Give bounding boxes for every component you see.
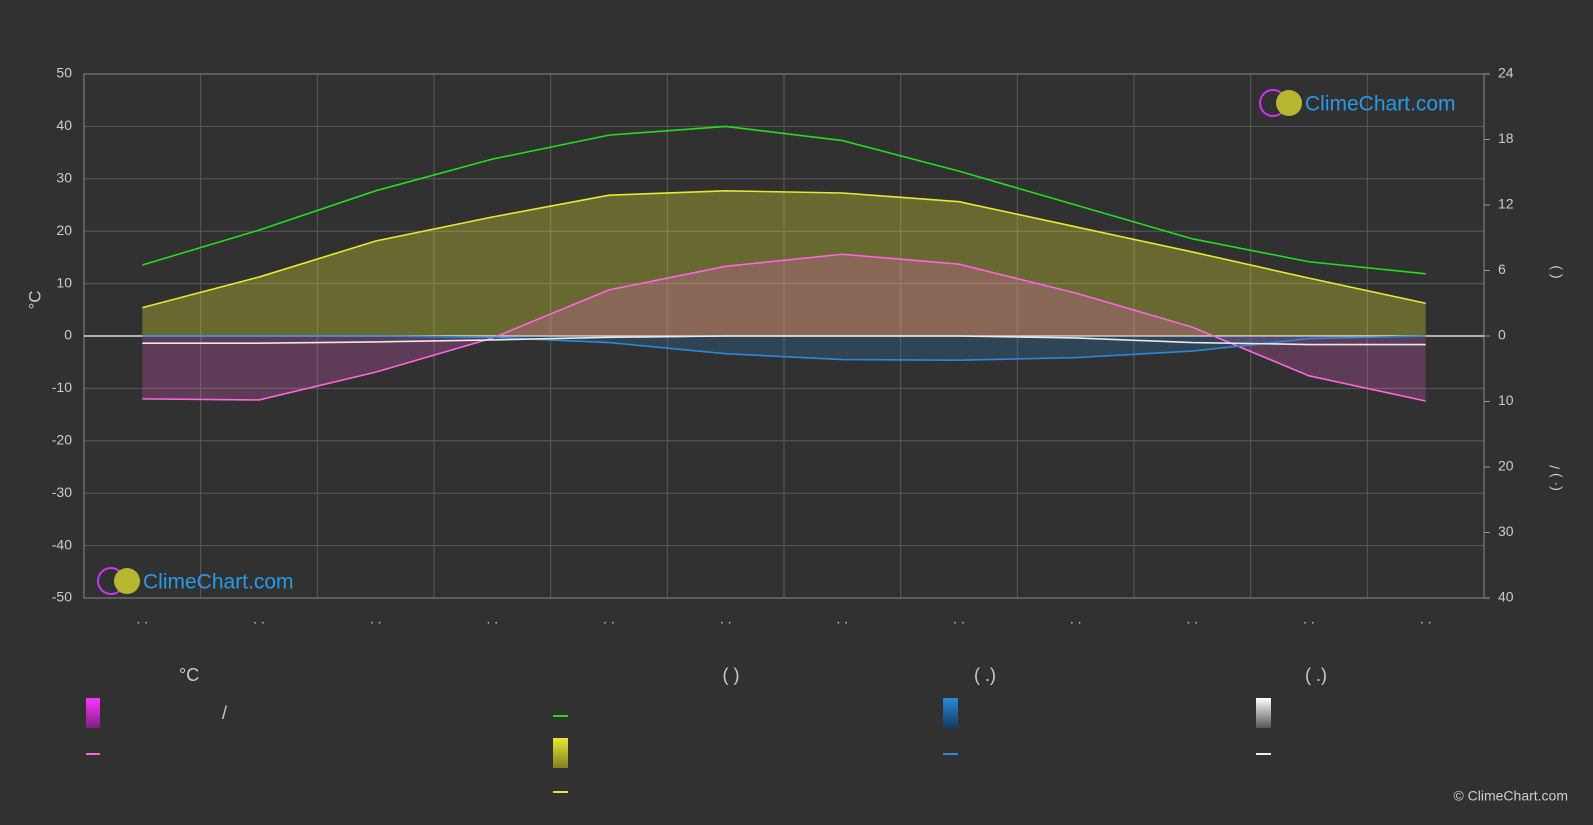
y-tick-label: 10 [56,274,72,290]
legend-header: ( ) [723,665,740,685]
logo-top: ClimeChart.com [1259,89,1456,117]
series-area [142,254,1426,401]
legend-swatch [86,698,100,728]
y2-tick-label: 6 [1498,261,1506,277]
y-tick-label: -50 [52,589,72,605]
y-tick-label: 20 [56,222,72,238]
y2-tick-label: 12 [1498,196,1514,212]
x-tick-label: . . [1186,611,1198,627]
y-tick-label: -30 [52,484,72,500]
x-tick-label: . . [370,611,382,627]
y2-tick-label: 18 [1498,130,1514,146]
y-tick-label: -20 [52,432,72,448]
series-area [142,190,1426,336]
legend-header: ( .) [974,665,996,685]
x-tick-label: . . [486,611,498,627]
series-line [142,335,1426,362]
watermark: ClimeChart.com [1305,93,1456,116]
legend-header: °C [179,665,199,685]
watermark: ClimeChart.com [143,571,294,594]
y3-tick-label: 30 [1498,523,1514,539]
series-area [142,336,1426,361]
y3-tick-label: 20 [1498,458,1514,474]
legend-text: / [222,703,227,723]
x-tick-label: . . [836,611,848,627]
x-tick-label: . . [953,611,965,627]
logo-bottom: ClimeChart.com [97,567,294,595]
x-tick-label: . . [1420,611,1432,627]
legend-swatch [943,698,958,728]
series-line [142,335,1426,346]
y-tick-label: 40 [56,117,72,133]
legend-swatch [1256,698,1271,728]
y3-tick-label: 40 [1498,589,1514,605]
y-tick-label: -40 [52,536,72,552]
series-line [142,253,1426,402]
x-tick-label: . . [1070,611,1082,627]
y-tick-label: -10 [52,379,72,395]
y2-tick-label: 0 [1498,327,1506,343]
y2-tick-label: 24 [1498,65,1514,81]
y-tick-label: 30 [56,170,72,186]
y2-axis-label: ( ) [1547,265,1563,278]
copyright: © ClimeChart.com [1453,788,1568,804]
y-tick-label: 0 [64,327,72,343]
x-tick-label: . . [253,611,265,627]
y3-axis-label: (· ) / [1547,465,1563,491]
x-tick-label: . . [603,611,615,627]
series-line [142,125,1426,275]
y-axis-label: °C [25,290,44,309]
y-tick-label: 50 [56,65,72,81]
legend-swatch [553,738,568,768]
series-line [142,190,1426,309]
x-tick-label: . . [136,611,148,627]
x-tick-label: . . [720,611,732,627]
plot: -50 -40 -30 -20 -10 0 10 20 30 40 50 0 6 12 18 24 10 20 30… [52,65,1514,627]
x-tick-label: . . [1303,611,1315,627]
legend-header: ( .) [1305,665,1327,685]
y3-tick-label: 10 [1498,392,1514,408]
